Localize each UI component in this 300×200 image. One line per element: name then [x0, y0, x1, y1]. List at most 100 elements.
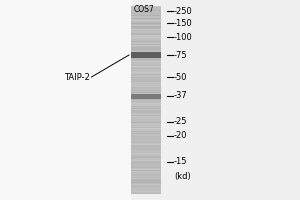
Bar	[130, 137, 160, 138]
Bar	[130, 13, 160, 14]
Bar	[130, 81, 160, 82]
Text: -15: -15	[174, 158, 188, 166]
Bar	[130, 187, 160, 188]
Bar	[130, 28, 160, 29]
Bar	[130, 115, 160, 116]
Bar	[130, 58, 160, 59]
Bar	[130, 104, 160, 105]
Bar	[130, 82, 160, 83]
Bar	[130, 144, 160, 145]
Bar	[130, 57, 160, 58]
Bar	[130, 112, 160, 113]
Text: COS7: COS7	[134, 5, 154, 14]
Bar	[130, 32, 160, 33]
Bar	[130, 158, 160, 159]
Bar	[130, 118, 160, 119]
Bar	[130, 157, 160, 158]
Bar	[130, 110, 160, 111]
Text: -50: -50	[174, 72, 188, 82]
Bar	[130, 119, 160, 120]
Bar	[130, 47, 160, 48]
Bar	[130, 103, 160, 104]
Bar	[130, 40, 160, 41]
Bar	[130, 89, 160, 90]
Bar	[130, 173, 160, 174]
Bar	[130, 7, 160, 8]
Bar	[130, 151, 160, 152]
Bar	[130, 71, 160, 72]
Bar	[130, 12, 160, 13]
Bar	[130, 156, 160, 157]
Bar	[130, 77, 160, 78]
Bar	[130, 170, 160, 171]
Bar	[130, 86, 160, 87]
Bar	[130, 11, 160, 12]
Text: -20: -20	[174, 132, 188, 140]
Bar	[130, 93, 160, 94]
Bar	[130, 6, 160, 7]
Bar	[130, 159, 160, 160]
Bar	[130, 102, 160, 103]
Bar	[130, 20, 160, 21]
Bar	[130, 154, 160, 155]
Bar	[130, 64, 160, 65]
Bar	[130, 83, 160, 84]
Bar	[130, 22, 160, 23]
Bar	[130, 53, 160, 54]
Bar	[130, 78, 160, 79]
Bar	[130, 44, 160, 45]
Bar	[130, 96, 160, 97]
Text: -37: -37	[174, 92, 188, 100]
Bar	[130, 94, 160, 98]
Bar	[130, 24, 160, 25]
Bar	[130, 193, 160, 194]
Bar	[130, 42, 160, 43]
Bar	[130, 101, 160, 102]
Text: TAIP-2: TAIP-2	[64, 72, 90, 82]
Bar	[130, 172, 160, 173]
Bar	[130, 139, 160, 140]
Bar	[130, 135, 160, 136]
Bar	[130, 175, 160, 176]
Bar	[130, 146, 160, 147]
Bar	[130, 184, 160, 185]
Bar	[130, 140, 160, 141]
Bar	[130, 88, 160, 89]
Bar	[0, 0, 130, 200]
Bar	[130, 39, 160, 40]
Bar	[130, 117, 160, 118]
Bar	[130, 155, 160, 156]
Bar	[130, 148, 160, 149]
Bar	[130, 65, 160, 66]
Bar	[130, 99, 160, 100]
Bar	[130, 120, 160, 121]
Bar	[130, 17, 160, 18]
Text: (kd): (kd)	[174, 171, 191, 180]
Bar	[130, 92, 160, 93]
Bar	[130, 67, 160, 68]
Bar	[130, 153, 160, 154]
Bar	[130, 179, 160, 180]
Text: -250: -250	[174, 6, 193, 16]
Bar	[130, 56, 160, 57]
Bar	[130, 108, 160, 109]
Bar	[130, 31, 160, 32]
Bar	[130, 68, 160, 69]
Bar	[130, 134, 160, 135]
Bar	[130, 45, 160, 46]
Bar	[130, 59, 160, 60]
Text: -25: -25	[174, 117, 188, 127]
Bar	[130, 36, 160, 37]
Bar	[130, 38, 160, 39]
Bar	[130, 130, 160, 131]
Bar	[130, 75, 160, 76]
Bar	[130, 48, 160, 49]
Bar	[130, 123, 160, 124]
Bar	[130, 87, 160, 88]
Bar	[130, 160, 160, 161]
Bar	[130, 133, 160, 134]
Bar	[130, 190, 160, 191]
Bar	[130, 15, 160, 16]
Bar	[130, 145, 160, 146]
Bar	[130, 136, 160, 137]
